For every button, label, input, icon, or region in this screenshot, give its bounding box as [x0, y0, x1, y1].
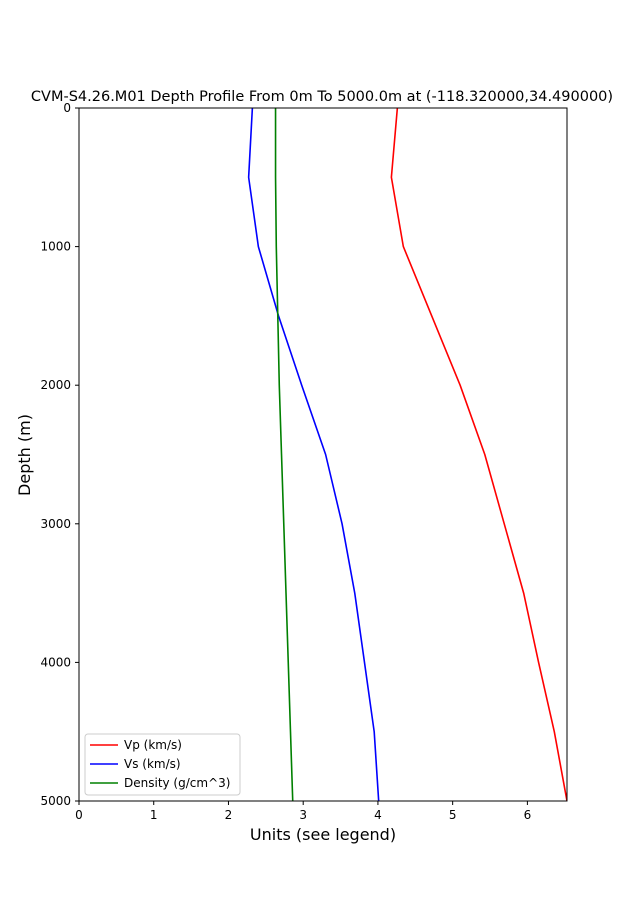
chart-title: CVM-S4.26.M01 Depth Profile From 0m To 5…: [31, 89, 613, 105]
legend-box: [84, 733, 241, 796]
legend-label: Density (g/cm^3): [124, 776, 230, 790]
legend: Vp (km/s) Vs (km/s) Density (g/cm^3): [84, 733, 241, 796]
y-axis: 0 1000 2000 3000 4000 5000: [40, 101, 79, 808]
y-tick-label: 0: [63, 101, 71, 115]
x-tick-label: 1: [150, 808, 158, 822]
x-axis: 0 1 2 3 4 5 6: [75, 801, 531, 822]
y-tick-label: 5000: [40, 794, 71, 808]
x-tick-label: 2: [225, 808, 233, 822]
x-tick-label: 6: [524, 808, 532, 822]
series-line-density-g-cm-3: [274, 108, 294, 801]
series-line-vs-km-s: [247, 108, 380, 801]
x-tick-label: 3: [299, 808, 307, 822]
legend-label: Vs (km/s): [124, 757, 181, 771]
x-tick-label: 5: [449, 808, 457, 822]
series-layer: [247, 108, 567, 801]
series-line-vp-km-s: [390, 108, 567, 801]
y-axis-label: Depth (m): [15, 414, 34, 496]
y-tick-label: 4000: [40, 655, 71, 669]
x-axis-label: Units (see legend): [250, 825, 396, 844]
legend-label: Vp (km/s): [124, 738, 182, 752]
x-tick-label: 0: [75, 808, 83, 822]
y-tick-label: 1000: [40, 240, 71, 254]
plot-frame: [78, 107, 568, 802]
x-tick-label: 4: [374, 808, 382, 822]
y-tick-label: 3000: [40, 517, 71, 531]
y-tick-label: 2000: [40, 378, 71, 392]
